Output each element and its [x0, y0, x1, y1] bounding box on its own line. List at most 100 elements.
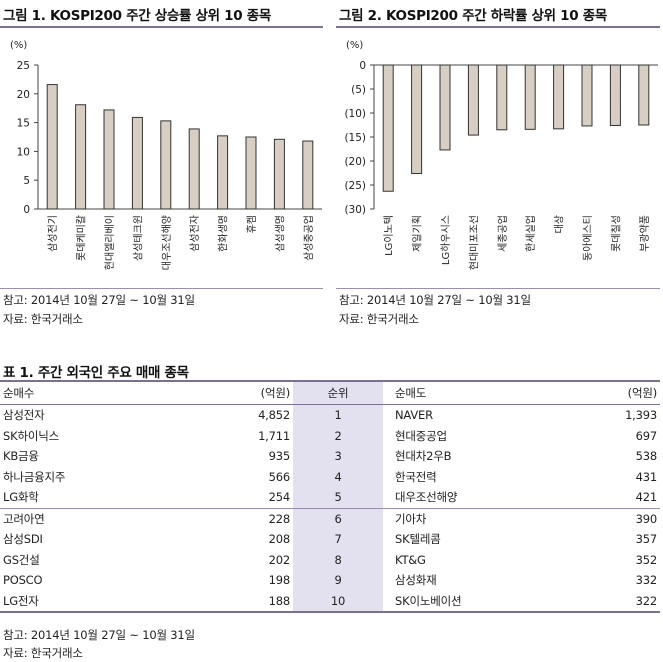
rank-cell: 7: [293, 529, 383, 550]
chart2-bar: [609, 64, 621, 126]
foreign-trade-table: 순매수 (억원) 순위 순매도 (억원) 삼성전자 4,852 1 NAVER 1,39…: [0, 382, 660, 613]
chart2-category-label: 대상: [554, 215, 566, 233]
chart1-category-label: 현대엘리베이: [103, 215, 116, 270]
buy-amount-cell: 566: [268, 469, 291, 484]
sell-amount-cell: 1,393: [625, 408, 657, 423]
rank-cell: 10: [293, 590, 383, 613]
chart1-bar: [160, 120, 172, 210]
table-row: LG화학 254 5 대우조선해양 421: [0, 487, 660, 508]
table-row: POSCO 198 9 삼성화재 332: [0, 570, 660, 591]
chart2-bar: [496, 64, 508, 131]
sell-name-cell: 기아차: [383, 507, 523, 529]
chart1-category-label: 삼성생명: [274, 215, 286, 252]
chart1-unit-label: (%): [10, 40, 27, 51]
sell-name-cell: 한국전력: [395, 469, 437, 484]
chart2-category-label: 한세실업: [524, 215, 537, 252]
rank-cell: 5: [293, 487, 383, 508]
chart1-plot: (%) 0 5 10 15 20 25 삼성전기 롯데케미칼 현대엘리베이 삼성테크윈 대우조선해양 삼…: [10, 40, 322, 270]
chart2-category-label: 동아에스티: [582, 215, 594, 261]
sell-name-cell: 현대차2우B: [395, 449, 452, 464]
chart1-bar: [302, 140, 314, 210]
chart1-category-label: 휴켐: [246, 215, 258, 233]
table-row: KB금융 935 3 현대차2우B 538: [0, 446, 660, 467]
chart1-y-tick-label: 0: [23, 204, 30, 216]
chart1-y-tick-label: 20: [17, 89, 30, 101]
chart2-category-label: LG이노텍: [383, 215, 395, 256]
chart1-bar: [217, 135, 229, 210]
chart1-y-tick-label: 5: [23, 175, 30, 187]
rank-cell: 8: [293, 549, 383, 570]
chart1-category-label: 삼성테크윈: [132, 215, 144, 261]
chart1-bar: [46, 84, 58, 210]
chart2-note-rule: [336, 288, 660, 289]
chart2-y-tick-label: (10): [344, 108, 366, 120]
rank-cell: 2: [293, 425, 383, 446]
chart1-bar: [103, 109, 115, 210]
rank-cell: 9: [293, 570, 383, 591]
rank-cell: 1: [293, 404, 383, 426]
chart2-bar: [382, 64, 394, 192]
rank-cell: 6: [293, 507, 383, 529]
sell-name-cell: NAVER: [395, 408, 433, 423]
chart2-y-tick-label: 0: [359, 60, 366, 72]
chart1-bar: [245, 136, 257, 210]
table-row: 하나금융지주 566 4 한국전력 431: [0, 466, 660, 487]
chart2-note: 참고: 2014년 10월 27일 ~ 10월 31일: [339, 293, 531, 307]
chart1-category-label: 한화생명: [218, 215, 230, 252]
header-buy-name: 순매수: [0, 382, 150, 405]
sell-name-cell: SK이노베이션: [383, 590, 523, 613]
sell-name-cell: KT&G: [395, 552, 426, 567]
sell-amount-cell: 538: [635, 449, 658, 464]
chart1-title-rule: [0, 26, 323, 28]
buy-amount-cell: 198: [268, 573, 291, 588]
chart2-unit-label: (%): [346, 40, 363, 51]
sell-name-cell: SK텔레콤: [395, 532, 441, 547]
rank-cell: 4: [293, 466, 383, 487]
chart1-bar: [273, 138, 285, 210]
sell-name-cell: 대우조선해양: [395, 490, 458, 505]
chart2-category-label: 제일기획: [412, 215, 424, 252]
sell-amount-cell: 697: [635, 428, 658, 443]
buy-name-cell: GS건설: [3, 552, 40, 567]
chart2-y-tick-label: (25): [344, 180, 366, 192]
table-header-row: 순매수 (억원) 순위 순매도 (억원): [0, 382, 660, 405]
table-title-rule: [0, 380, 660, 382]
table-title: 표 1. 주간 외국인 주요 매매 종목: [3, 365, 189, 381]
chart2-category-label: 현대미포조선: [468, 215, 480, 270]
sell-name-cell: 삼성화재: [395, 573, 437, 588]
buy-name-cell: 삼성SDI: [3, 532, 43, 547]
buy-name-cell: KB금융: [3, 449, 39, 464]
buy-amount-cell: 254: [268, 490, 291, 505]
table-row: 삼성SDI 208 7 SK텔레콤 357: [0, 529, 660, 550]
chart2-bar: [581, 64, 593, 127]
table-row: SK하이닉스 1,711 2 현대중공업 697: [0, 425, 660, 446]
chart1-bar: [131, 116, 143, 210]
chart2-y-tick-label: (15): [344, 132, 366, 144]
chart2-bar: [638, 64, 650, 126]
buy-name-cell: SK하이닉스: [3, 428, 59, 443]
chart1-y-tick-label: 15: [17, 118, 30, 130]
rank-cell: 3: [293, 446, 383, 467]
buy-amount-cell: 228: [150, 507, 293, 529]
table-row: 삼성전자 4,852 1 NAVER 1,393: [0, 404, 660, 426]
chart1-category-label: 롯데케미칼: [75, 215, 88, 261]
chart2-category-label: 세종공업: [496, 215, 509, 252]
header-sell-name: 순매도: [383, 382, 523, 405]
chart1-bar: [188, 128, 200, 210]
buy-name-cell: 고려아연: [0, 507, 150, 529]
chart2-y-tick-label: (5): [351, 84, 366, 96]
chart2-category-label: 부광약품: [639, 215, 651, 252]
buy-name-cell: LG화학: [3, 490, 39, 505]
chart2-bar: [439, 64, 451, 151]
chart2-bar: [524, 64, 536, 130]
chart1-title: 그림 1. KOSPI200 주간 상승률 상위 10 종목: [3, 8, 271, 24]
sell-amount-cell: 357: [635, 532, 658, 547]
buy-name-cell: POSCO: [3, 573, 43, 588]
table-row: GS건설 202 8 KT&G 352: [0, 549, 660, 570]
chart1-note-rule: [0, 288, 323, 289]
buy-name-cell: 하나금융지주: [3, 469, 66, 484]
buy-name-cell: LG전자: [0, 590, 150, 613]
chart2-title: 그림 2. KOSPI200 주간 하락률 상위 10 종목: [339, 8, 607, 24]
table-row: LG전자 188 10 SK이노베이션 322: [0, 590, 660, 613]
buy-amount-cell: 4,852: [258, 408, 290, 423]
